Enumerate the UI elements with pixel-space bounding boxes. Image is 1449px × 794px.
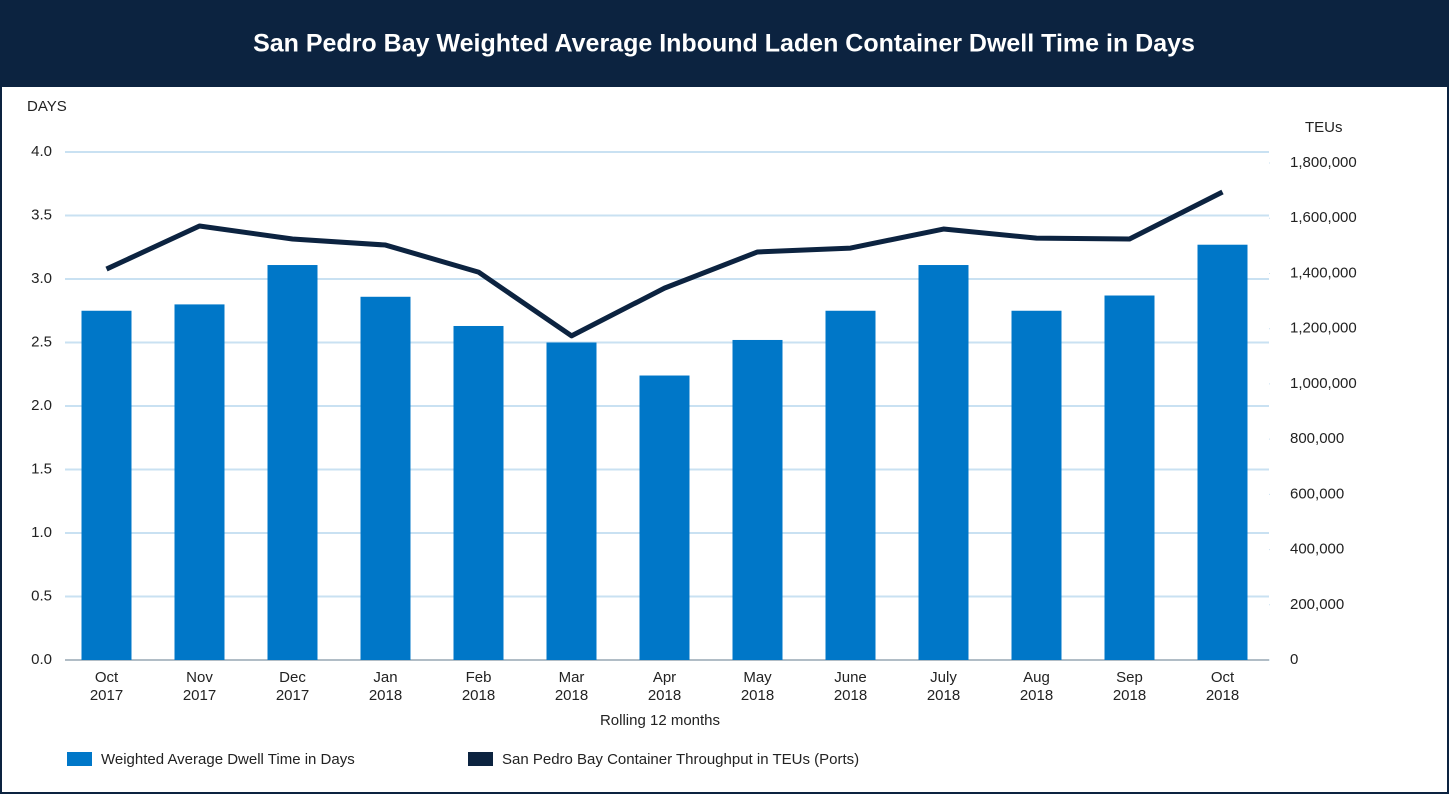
- x-tick-label: Jan 2018: [369, 669, 402, 704]
- y2-tick-label: 1,800,000: [1290, 154, 1357, 171]
- y2-tick-label: 1,600,000: [1290, 209, 1357, 226]
- bar: [1197, 244, 1248, 660]
- header: [0, 0, 1449, 87]
- y-tick-label: 4.0: [31, 143, 52, 160]
- bar: [546, 342, 597, 660]
- y-axis-label: DAYS: [27, 98, 67, 115]
- y2-tick-label: 600,000: [1290, 485, 1344, 502]
- y-tick-label: 0.5: [31, 587, 52, 604]
- x-tick-label: Feb 2018: [462, 669, 495, 704]
- y-tick-label: 1.0: [31, 524, 52, 541]
- bar: [639, 375, 690, 660]
- bar: [732, 339, 783, 660]
- legend-swatch: [468, 752, 493, 766]
- y-tick-label: 0.0: [31, 651, 52, 668]
- bar: [174, 304, 225, 660]
- x-tick-label: Oct 2017: [90, 669, 123, 704]
- line: [105, 189, 1224, 339]
- legend-swatch: [67, 752, 92, 766]
- x-tick-label: Oct 2018: [1206, 669, 1239, 704]
- x-tick-label: Nov 2017: [183, 669, 216, 704]
- y2-tick-label: 0: [1290, 651, 1298, 668]
- y-tick-label: 3.5: [31, 206, 52, 223]
- legend-label: Weighted Average Dwell Time in Days: [101, 751, 355, 768]
- y2-tick-label: 1,200,000: [1290, 320, 1357, 337]
- x-tick-label: Mar 2018: [555, 669, 588, 704]
- x-tick-label: Dec 2017: [276, 669, 309, 704]
- x-tick-label: July 2018: [927, 669, 960, 704]
- y2-tick-label: 400,000: [1290, 541, 1344, 558]
- bar: [918, 265, 969, 660]
- y-tick-label: 2.5: [31, 333, 52, 350]
- bar: [81, 310, 132, 660]
- x-tick-label: Sep 2018: [1113, 669, 1146, 704]
- y-tick-label: 3.0: [31, 270, 52, 287]
- y2-tick-label: 1,000,000: [1290, 375, 1357, 392]
- x-tick-label: Apr 2018: [648, 669, 681, 704]
- bar: [1011, 310, 1062, 660]
- y2-tick-label: 800,000: [1290, 430, 1344, 447]
- y-tick-label: 1.5: [31, 460, 52, 477]
- bar: [1104, 295, 1155, 660]
- y2-axis-label: TEUs: [1305, 119, 1343, 136]
- x-axis-label: Rolling 12 months: [600, 712, 720, 729]
- y2-tick-label: 200,000: [1290, 596, 1344, 613]
- bar: [360, 296, 411, 660]
- legend-label: San Pedro Bay Container Throughput in TE…: [502, 751, 859, 768]
- x-tick-label: May 2018: [741, 669, 774, 704]
- y-tick-label: 2.0: [31, 397, 52, 414]
- x-tick-label: June 2018: [834, 669, 867, 704]
- y2-tick-label: 1,400,000: [1290, 264, 1357, 281]
- bar: [453, 325, 504, 660]
- bar: [825, 310, 876, 660]
- chart-title: San Pedro Bay Weighted Average Inbound L…: [253, 30, 1195, 58]
- x-tick-label: Aug 2018: [1020, 669, 1053, 704]
- bar: [267, 265, 318, 660]
